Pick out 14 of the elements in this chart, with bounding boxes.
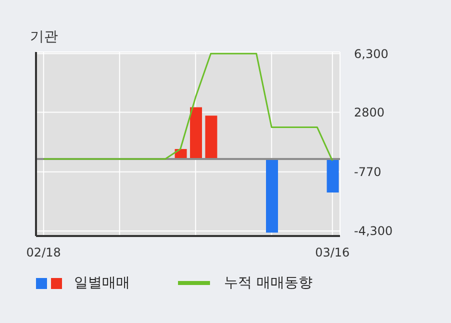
- bar: [266, 159, 278, 233]
- line-series: [42, 52, 334, 162]
- bar: [205, 116, 218, 160]
- y-tick-label: 2800: [354, 105, 385, 120]
- bar: [190, 107, 202, 160]
- y-tick-label: 6,300: [354, 46, 388, 61]
- y-tick-label: -4,300: [354, 224, 393, 238]
- chart-title: 기관: [30, 28, 58, 46]
- y-tick-label: -770: [354, 165, 382, 180]
- legend-label: 일별매매: [74, 274, 130, 292]
- bar: [326, 159, 339, 193]
- legend-label: 누적 매매동향: [224, 274, 312, 292]
- x-tick-label: 02/18: [26, 246, 61, 260]
- x-tick-label: 03/16: [315, 246, 350, 260]
